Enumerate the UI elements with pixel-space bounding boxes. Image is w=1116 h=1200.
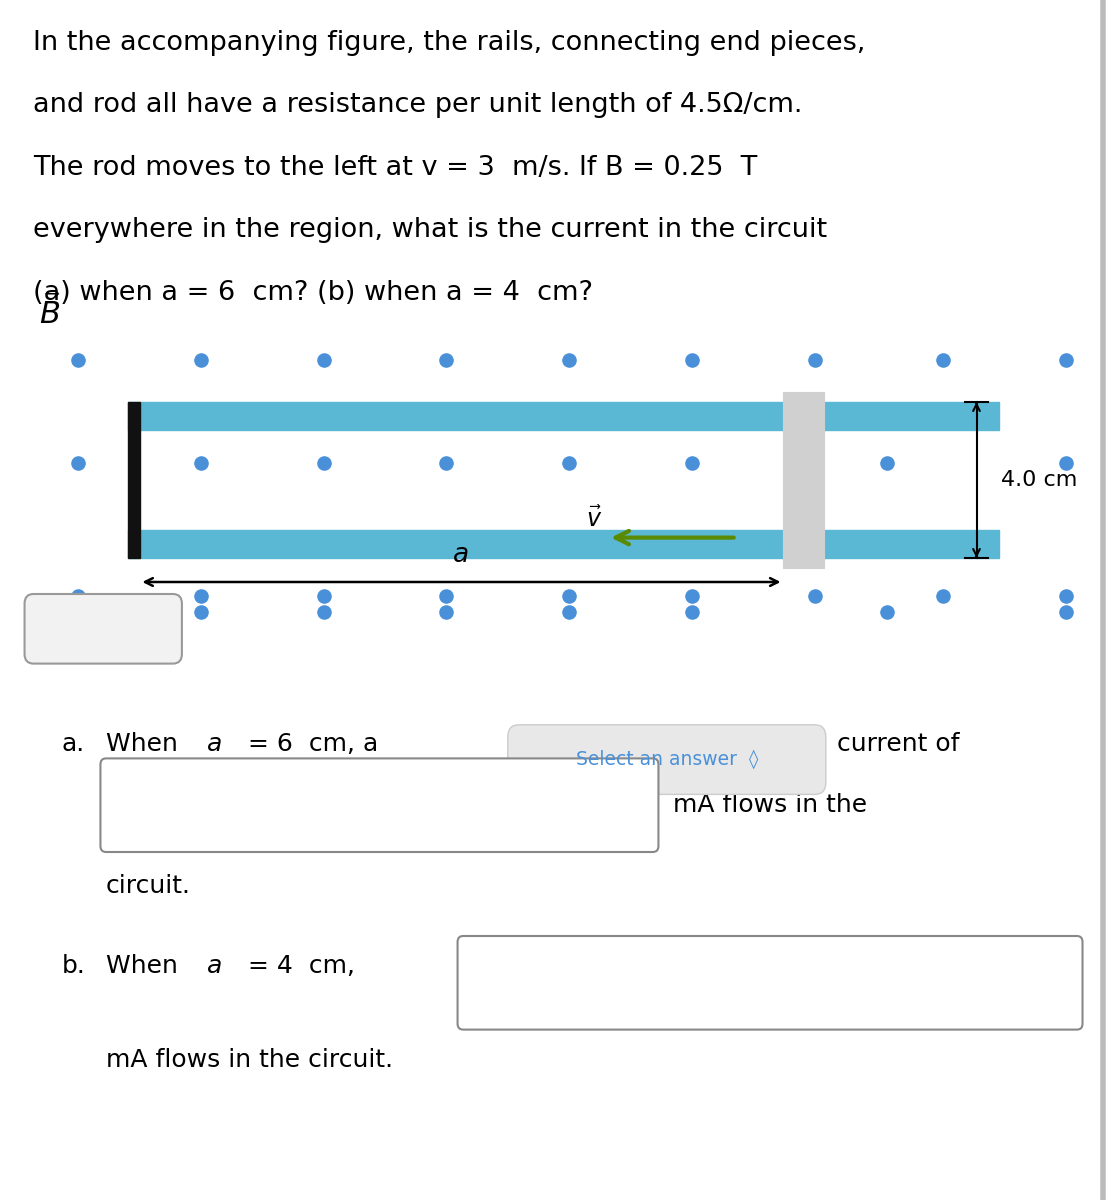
Point bbox=[560, 602, 578, 622]
Point bbox=[878, 602, 896, 622]
Point bbox=[1057, 350, 1075, 370]
Point bbox=[437, 587, 455, 606]
Text: a.: a. bbox=[61, 732, 85, 756]
FancyBboxPatch shape bbox=[100, 758, 658, 852]
Point bbox=[683, 587, 701, 606]
Point bbox=[1057, 602, 1075, 622]
Text: and rod all have a resistance per unit length of 4.5Ω/cm.: and rod all have a resistance per unit l… bbox=[33, 92, 802, 119]
Text: $a$: $a$ bbox=[206, 732, 222, 756]
Point bbox=[1057, 587, 1075, 606]
Text: $\vec{B}$: $\vec{B}$ bbox=[39, 294, 61, 330]
Point bbox=[69, 454, 87, 473]
Text: Select an answer  ◊: Select an answer ◊ bbox=[576, 750, 758, 769]
Point bbox=[69, 602, 87, 622]
Text: When: When bbox=[106, 732, 186, 756]
Text: a: a bbox=[453, 541, 470, 568]
Text: b.: b. bbox=[61, 954, 85, 978]
Point bbox=[192, 454, 210, 473]
Point bbox=[437, 602, 455, 622]
Point bbox=[192, 602, 210, 622]
Point bbox=[1057, 454, 1075, 473]
Text: = 4  cm,: = 4 cm, bbox=[240, 954, 355, 978]
Point bbox=[315, 454, 333, 473]
Point bbox=[315, 587, 333, 606]
FancyBboxPatch shape bbox=[458, 936, 1083, 1030]
Point bbox=[437, 454, 455, 473]
Point bbox=[806, 587, 824, 606]
Point bbox=[560, 587, 578, 606]
Bar bbox=[128, 402, 140, 558]
Point bbox=[315, 602, 333, 622]
Text: mA flows in the circuit.: mA flows in the circuit. bbox=[106, 1048, 393, 1072]
Point bbox=[683, 350, 701, 370]
FancyBboxPatch shape bbox=[25, 594, 182, 664]
Text: everywhere in the region, what is the current in the circuit: everywhere in the region, what is the cu… bbox=[33, 217, 828, 244]
Text: In the accompanying figure, the rails, connecting end pieces,: In the accompanying figure, the rails, c… bbox=[33, 30, 866, 56]
Point bbox=[437, 350, 455, 370]
Text: Hint: Hint bbox=[79, 617, 127, 641]
Point bbox=[69, 587, 87, 606]
Text: current of: current of bbox=[837, 732, 960, 756]
Text: The rod moves to the left at v = 3  m/s. If B = 0.25  T: The rod moves to the left at v = 3 m/s. … bbox=[33, 155, 758, 181]
Text: 4.0 cm: 4.0 cm bbox=[1001, 470, 1077, 490]
Point bbox=[683, 454, 701, 473]
Text: (a) when a = 6  cm? (b) when a = 4  cm?: (a) when a = 6 cm? (b) when a = 4 cm? bbox=[33, 280, 594, 306]
Point bbox=[192, 587, 210, 606]
Text: When: When bbox=[106, 954, 186, 978]
Text: circuit.: circuit. bbox=[106, 874, 191, 898]
Point bbox=[560, 350, 578, 370]
Point bbox=[934, 587, 952, 606]
Bar bbox=[128, 530, 999, 558]
Bar bbox=[128, 402, 999, 430]
Point bbox=[69, 350, 87, 370]
Point bbox=[560, 454, 578, 473]
Text: $\vec{v}$: $\vec{v}$ bbox=[586, 506, 603, 532]
Text: $a$: $a$ bbox=[206, 954, 222, 978]
Point bbox=[192, 350, 210, 370]
Bar bbox=[783, 392, 824, 568]
Text: = 6  cm, a: = 6 cm, a bbox=[240, 732, 378, 756]
Point bbox=[878, 454, 896, 473]
FancyBboxPatch shape bbox=[508, 725, 826, 794]
Point bbox=[934, 350, 952, 370]
Point bbox=[315, 350, 333, 370]
Point bbox=[683, 602, 701, 622]
Text: mA flows in the: mA flows in the bbox=[673, 793, 867, 817]
Point bbox=[806, 350, 824, 370]
